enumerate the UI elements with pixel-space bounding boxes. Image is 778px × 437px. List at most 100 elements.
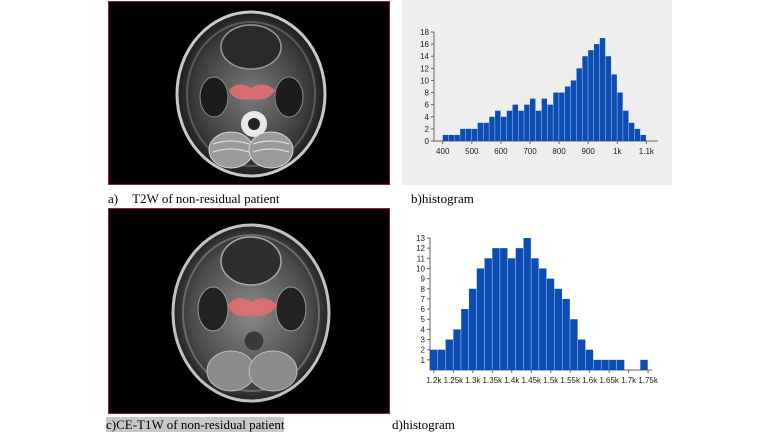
histogram-bar	[599, 38, 606, 141]
mri-image-t2w	[108, 1, 390, 185]
y-tick-label: 1	[421, 356, 426, 365]
histogram-bar	[535, 110, 542, 141]
y-tick-label: 16	[420, 40, 429, 49]
histogram-bar	[530, 98, 536, 141]
y-tick-label: 4	[425, 113, 430, 122]
histogram-bar	[476, 268, 485, 370]
y-tick-label: 4	[421, 325, 426, 334]
y-tick-label: 18	[420, 28, 429, 37]
x-tick-label: 400	[436, 147, 450, 156]
histogram-bar	[531, 258, 539, 370]
histogram-bar	[593, 359, 601, 370]
histogram-bar	[601, 359, 609, 370]
y-tick-label: 14	[420, 52, 429, 61]
histogram-bar	[518, 110, 524, 141]
y-tick-label: 8	[425, 89, 430, 98]
histogram-bar	[461, 309, 469, 370]
histogram-bar	[484, 258, 492, 370]
roi-overlay-c	[227, 298, 277, 316]
histogram-bar	[553, 92, 559, 141]
histogram-bar	[617, 92, 623, 141]
histogram-bar	[585, 349, 594, 370]
mri-image-ce-t1w	[108, 208, 390, 414]
y-tick-label: 9	[421, 275, 426, 284]
histogram-bar	[623, 110, 629, 141]
x-tick-label: 1.55k	[560, 376, 581, 385]
histogram-bar	[539, 268, 547, 370]
caption-c-text: c)CE-T1W of non-residual patient	[106, 417, 285, 432]
caption-a-text: T2W of non-residual patient	[132, 191, 280, 206]
y-tick-label: 6	[421, 305, 426, 314]
histogram-bar	[506, 110, 513, 141]
histogram-bar	[628, 122, 635, 141]
histogram-bar	[442, 134, 449, 141]
mri-ce-t1w-drawing	[171, 223, 331, 403]
histogram-bar	[616, 359, 625, 370]
histogram-bar	[523, 238, 531, 370]
y-tick-label: 0	[425, 137, 430, 146]
y-tick-label: 10	[416, 264, 425, 273]
x-tick-label: 700	[523, 147, 537, 156]
histogram-bar	[541, 98, 548, 141]
histogram-bar	[570, 319, 578, 370]
x-tick-label: 900	[582, 147, 596, 156]
x-tick-label: 1k	[613, 147, 622, 156]
y-tick-label: 8	[421, 285, 426, 294]
y-tick-label: 6	[425, 101, 430, 110]
histogram-bar	[547, 104, 553, 141]
histogram-bar	[448, 134, 454, 141]
histogram-bar	[466, 128, 472, 141]
histogram-bar	[489, 116, 495, 141]
histogram-bar	[578, 339, 586, 370]
caption-d: d)histogram	[392, 417, 455, 432]
histogram-bar	[640, 134, 646, 141]
x-tick-label: 1.5k	[543, 376, 559, 385]
y-tick-label: 3	[421, 336, 426, 345]
y-tick-label: 7	[421, 295, 426, 304]
histogram-bar	[454, 134, 460, 141]
histogram-bar	[507, 258, 516, 370]
y-tick-label: 11	[417, 254, 426, 263]
histogram-bar	[430, 349, 438, 370]
histogram-bar	[576, 68, 582, 141]
histogram-bar	[524, 104, 530, 141]
histogram-bar	[570, 80, 577, 141]
caption-a-prefix: a)	[108, 191, 119, 206]
x-tick-label: 1.7k	[621, 376, 637, 385]
histogram-bar	[562, 298, 570, 370]
histogram-bar	[605, 56, 612, 141]
histogram-bar	[582, 56, 588, 141]
histogram-bar	[512, 104, 518, 141]
histogram-bar	[477, 122, 484, 141]
x-tick-label: 600	[494, 147, 508, 156]
histogram-bar	[588, 50, 594, 141]
x-tick-label: 1.75k	[638, 376, 659, 385]
y-tick-label: 5	[421, 315, 426, 324]
histogram-bar	[594, 44, 600, 141]
histogram-bar	[515, 248, 524, 370]
histogram-bar	[609, 359, 617, 370]
histogram-bar	[468, 288, 477, 370]
histogram-bar	[640, 359, 648, 370]
histogram-bar	[554, 288, 563, 370]
histogram-bar	[445, 339, 453, 370]
histogram-bar	[634, 128, 641, 141]
x-tick-label: 500	[465, 147, 479, 156]
x-tick-label: 1.3k	[465, 376, 481, 385]
x-tick-label: 1.25k	[444, 376, 465, 385]
x-tick-label: 1.2k	[426, 376, 442, 385]
x-tick-label: 800	[552, 147, 566, 156]
histogram-bar	[437, 349, 446, 370]
histogram-bar	[460, 128, 466, 141]
histogram-panel-b: 0 2 4 6 8 10 12 14 16 18 400 500 600 700 800 900 1k 1.1k	[402, 0, 672, 185]
caption-a: a) T2W of non-residual patient	[108, 191, 280, 207]
caption-c: c)CE-T1W of non-residual patient	[106, 417, 285, 433]
roi-overlay	[229, 84, 275, 100]
x-tick-label: 1.6k	[582, 376, 598, 385]
histogram-bar	[564, 86, 571, 141]
histogram-bar	[492, 248, 500, 370]
histogram-panel-d: 1 2 3 4 5 6 7 8 9 10 11 12 13 1.2k 1.25k 1.3k 1.35k 1.4k 1…	[400, 232, 662, 392]
histogram-bar	[483, 122, 489, 141]
y-tick-label: 2	[425, 125, 430, 134]
histogram-bar	[559, 92, 565, 141]
